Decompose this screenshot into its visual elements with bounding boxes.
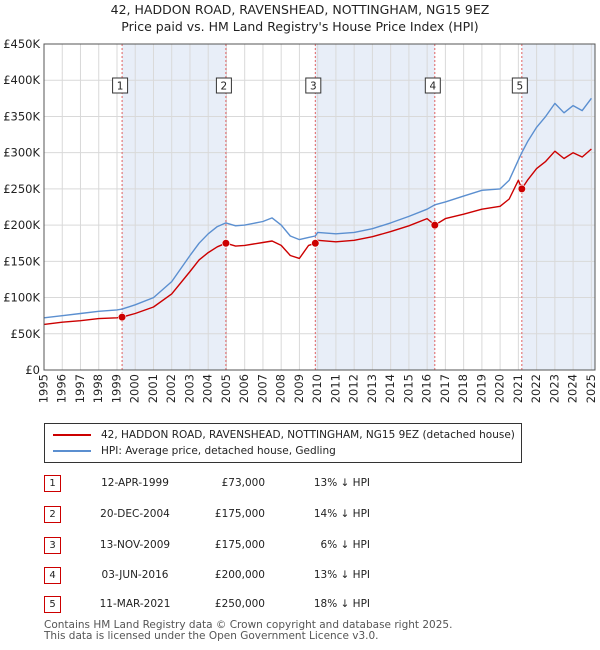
x-tick-label: 2015 — [401, 374, 415, 403]
legend-swatch-hpi — [53, 450, 91, 452]
sale-label-box — [305, 77, 322, 94]
x-tick-label: 2010 — [310, 374, 324, 403]
sale-hpi-diff: 13% ↓ HPI — [313, 477, 370, 489]
sale-point — [221, 239, 231, 248]
sale-label: 3 — [310, 81, 317, 93]
legend-item-hpi: HPI: Average price, detached house, Gedl… — [53, 443, 513, 459]
x-tick-label: 2006 — [237, 374, 251, 403]
x-tick-label: 2020 — [493, 374, 507, 403]
legend-item-property: 42, HADDON ROAD, RAVENSHEAD, NOTTINGHAM,… — [53, 427, 515, 443]
sale-point — [117, 313, 127, 322]
sale-row: 2 20-DEC-2004 £175,000 14% ↓ HPI — [0, 504, 600, 524]
sale-label-box — [424, 77, 441, 94]
plot-frame — [43, 43, 596, 371]
sale-label: 2 — [221, 81, 228, 93]
sale-date: 20-DEC-2004 — [100, 508, 170, 520]
y-tick-label: £450K — [3, 37, 40, 51]
sale-label-box — [511, 77, 528, 94]
x-tick-label: 1996 — [55, 374, 69, 403]
y-tick-label: £300K — [3, 146, 40, 160]
x-tick-label: 1995 — [37, 374, 51, 403]
sale-number-badge: 5 — [44, 596, 61, 613]
sale-date: 13-NOV-2009 — [99, 539, 171, 551]
footer-line-2: This data is licensed under the Open Gov… — [44, 630, 379, 642]
sale-number-badge: 4 — [44, 567, 61, 584]
x-tick-label: 2004 — [201, 374, 215, 403]
y-tick-label: £200K — [3, 218, 40, 232]
sale-hpi-diff: 14% ↓ HPI — [313, 508, 370, 520]
x-tick-label: 2005 — [219, 374, 233, 403]
x-tick-label: 2009 — [292, 374, 306, 403]
x-tick-label: 2008 — [274, 374, 288, 403]
legend-label-property: 42, HADDON ROAD, RAVENSHEAD, NOTTINGHAM,… — [101, 429, 515, 441]
sale-hpi-diff: 6% ↓ HPI — [320, 539, 370, 551]
sale-number-badge: 2 — [44, 506, 61, 523]
sale-label: 5 — [516, 81, 523, 93]
sale-price: £250,000 — [214, 598, 265, 610]
y-tick-label: £350K — [3, 109, 40, 123]
y-tick-label: £0 — [25, 363, 40, 377]
sale-price: £73,000 — [221, 477, 265, 489]
y-tick-label: £50K — [11, 327, 41, 341]
x-tick-label: 2023 — [547, 374, 561, 403]
sale-row: 1 12-APR-1999 £73,000 13% ↓ HPI — [0, 473, 600, 493]
footer-line-1: Contains HM Land Registry data © Crown c… — [44, 619, 453, 631]
y-tick-label: £250K — [3, 182, 40, 196]
shaded-period — [315, 44, 435, 370]
sale-point — [311, 239, 320, 248]
sale-row: 3 13-NOV-2009 £175,000 6% ↓ HPI — [0, 535, 600, 555]
x-tick-label: 2003 — [182, 374, 196, 403]
sale-price: £200,000 — [214, 569, 265, 581]
sale-price: £175,000 — [214, 508, 265, 520]
x-tick-label: 2012 — [347, 374, 361, 403]
sale-label-box — [112, 77, 129, 94]
x-tick-label: 2007 — [255, 374, 269, 403]
shaded-period — [122, 44, 226, 370]
sale-date: 12-APR-1999 — [101, 477, 169, 489]
legend: 42, HADDON ROAD, RAVENSHEAD, NOTTINGHAM,… — [44, 423, 522, 463]
legend-swatch-property — [53, 434, 91, 436]
sale-hpi-diff: 18% ↓ HPI — [313, 598, 370, 610]
x-tick-label: 1998 — [91, 374, 105, 403]
x-tick-label: 2001 — [146, 374, 160, 403]
price-chart: £0 £50K £100K £150K £200K £250K £300K £350K £400… — [3, 37, 598, 403]
x-tick-label: 2002 — [164, 374, 178, 403]
sale-point — [517, 184, 526, 193]
sale-row: 5 11-MAR-2021 £250,000 18% ↓ HPI — [0, 594, 600, 614]
sale-number-badge: 3 — [44, 537, 61, 554]
x-tick-label: 2022 — [529, 374, 543, 403]
x-tick-label: 2018 — [456, 374, 470, 403]
sale-point — [430, 221, 439, 230]
y-tick-label: £400K — [3, 73, 40, 87]
x-tick-label: 2017 — [438, 374, 452, 403]
sale-label: 4 — [429, 81, 436, 93]
sale-number-badge: 1 — [44, 475, 61, 492]
x-tick-label: 1999 — [109, 374, 123, 403]
y-tick-label: £150K — [3, 254, 40, 268]
sale-date: 11-MAR-2021 — [99, 598, 171, 610]
chart-title-line-2: Price paid vs. HM Land Registry's House … — [121, 19, 479, 34]
x-tick-label: 2024 — [566, 374, 580, 403]
sale-row: 4 03-JUN-2016 £200,000 13% ↓ HPI — [0, 565, 600, 585]
shaded-period — [521, 44, 595, 370]
x-tick-label: 2016 — [420, 374, 434, 403]
chart-title-line-1: 42, HADDON ROAD, RAVENSHEAD, NOTTINGHAM,… — [110, 2, 490, 17]
sale-label-box — [215, 77, 232, 94]
footer-attribution: Contains HM Land Registry data © Crown c… — [44, 620, 452, 642]
y-tick-label: £100K — [3, 291, 40, 305]
hpi-series-line — [43, 97, 592, 319]
x-tick-label: 2000 — [128, 374, 142, 403]
x-tick-label: 2021 — [511, 374, 525, 403]
x-tick-label: 2014 — [383, 374, 397, 403]
x-tick-label: 2019 — [474, 374, 488, 403]
sale-hpi-diff: 13% ↓ HPI — [313, 569, 370, 581]
sale-price: £175,000 — [214, 539, 265, 551]
x-tick-label: 2011 — [328, 374, 342, 403]
sale-date: 03-JUN-2016 — [101, 569, 169, 581]
x-tick-label: 2013 — [365, 374, 379, 403]
legend-label-hpi: HPI: Average price, detached house, Gedl… — [101, 445, 336, 457]
x-tick-label: 1997 — [73, 374, 87, 403]
sale-label: 1 — [117, 81, 124, 93]
x-tick-label: 2025 — [584, 374, 598, 403]
